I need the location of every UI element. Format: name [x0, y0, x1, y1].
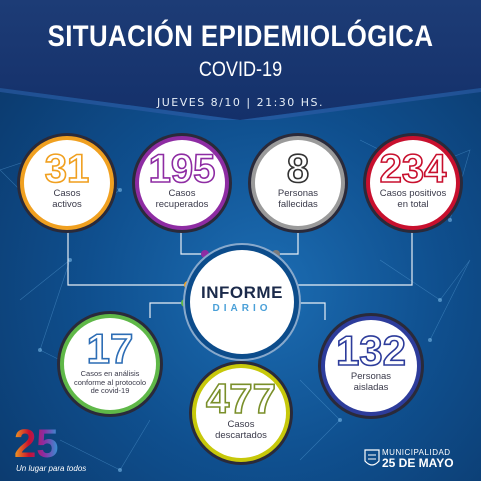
stat-value: 8 [286, 147, 310, 191]
header: SITUACIÓN EPIDEMIOLÓGICA COVID-19 [0, 0, 481, 120]
slogan: Un lugar para todos [16, 464, 87, 473]
stat-value: 195 [148, 147, 216, 191]
stat-casos-analisis: 17 Casos en análisis conforme al protoco… [64, 318, 156, 410]
stat-label-line1: Casos [227, 419, 255, 430]
municipality-label: MUNICIPALIDAD [382, 448, 451, 457]
stat-label-line1: Casos positivos [379, 188, 447, 199]
stat-label-line1: Personas [277, 188, 319, 199]
logo-25: 25 [14, 422, 59, 466]
stat-label-line2: aisladas [353, 381, 389, 393]
dot-analisis [181, 299, 189, 307]
stat-label-line2: en total [397, 198, 429, 210]
stat-casos-activos: 31 Casos activos [24, 140, 110, 226]
municipality-logo: MUNICIPALIDAD 25 DE MAYO [382, 448, 474, 470]
date-time: JUEVES 8/10 | 21:30 HS. [156, 96, 325, 109]
dot-fallecidas [272, 250, 280, 258]
stat-label-line2: conforme al protocolo [73, 377, 147, 387]
stat-label-line2: fallecidas [278, 198, 318, 210]
stat-label-line1: Personas [350, 371, 392, 382]
page-title: SITUACIÓN EPIDEMIOLÓGICA [47, 20, 434, 53]
stat-label-line1: Casos [53, 188, 81, 199]
informe-diario-badge: INFORME DIARIO [190, 250, 294, 354]
stat-personas-fallecidas: 8 Personas fallecidas [255, 140, 341, 226]
header-banner [0, 0, 481, 120]
stat-label-line1: Casos [168, 188, 196, 199]
stat-value: 31 [44, 147, 90, 191]
stat-label-line2: activos [52, 198, 82, 210]
stat-label-line2: descartados [215, 429, 267, 441]
dot-aisladas [292, 299, 300, 307]
page-subtitle: COVID-19 [198, 58, 283, 81]
stat-personas-aisladas: 132 Personas aisladas [325, 320, 417, 412]
stat-casos-positivos: 234 Casos positivos en total [370, 140, 456, 226]
stat-label-line3: de covid-19 [90, 386, 130, 396]
stat-label-line2: recuperados [155, 198, 209, 210]
stat-value: 477 [205, 375, 277, 422]
stat-value: 17 [86, 325, 134, 372]
municipality-name: 25 DE MAYO [382, 456, 454, 470]
municipality-shield-icon [364, 449, 380, 466]
stat-value: 132 [335, 327, 407, 374]
stat-casos-recuperados: 195 Casos recuperados [139, 140, 225, 226]
dot-recuperados [201, 250, 209, 258]
stat-casos-descartados: 477 Casos descartados [196, 368, 286, 458]
informe-subtitle: DIARIO [212, 303, 272, 314]
stat-label-line1: Casos en análisis [80, 369, 140, 378]
dot-activos [184, 281, 192, 289]
stat-value: 234 [379, 147, 447, 191]
informe-title: INFORME [201, 283, 283, 302]
